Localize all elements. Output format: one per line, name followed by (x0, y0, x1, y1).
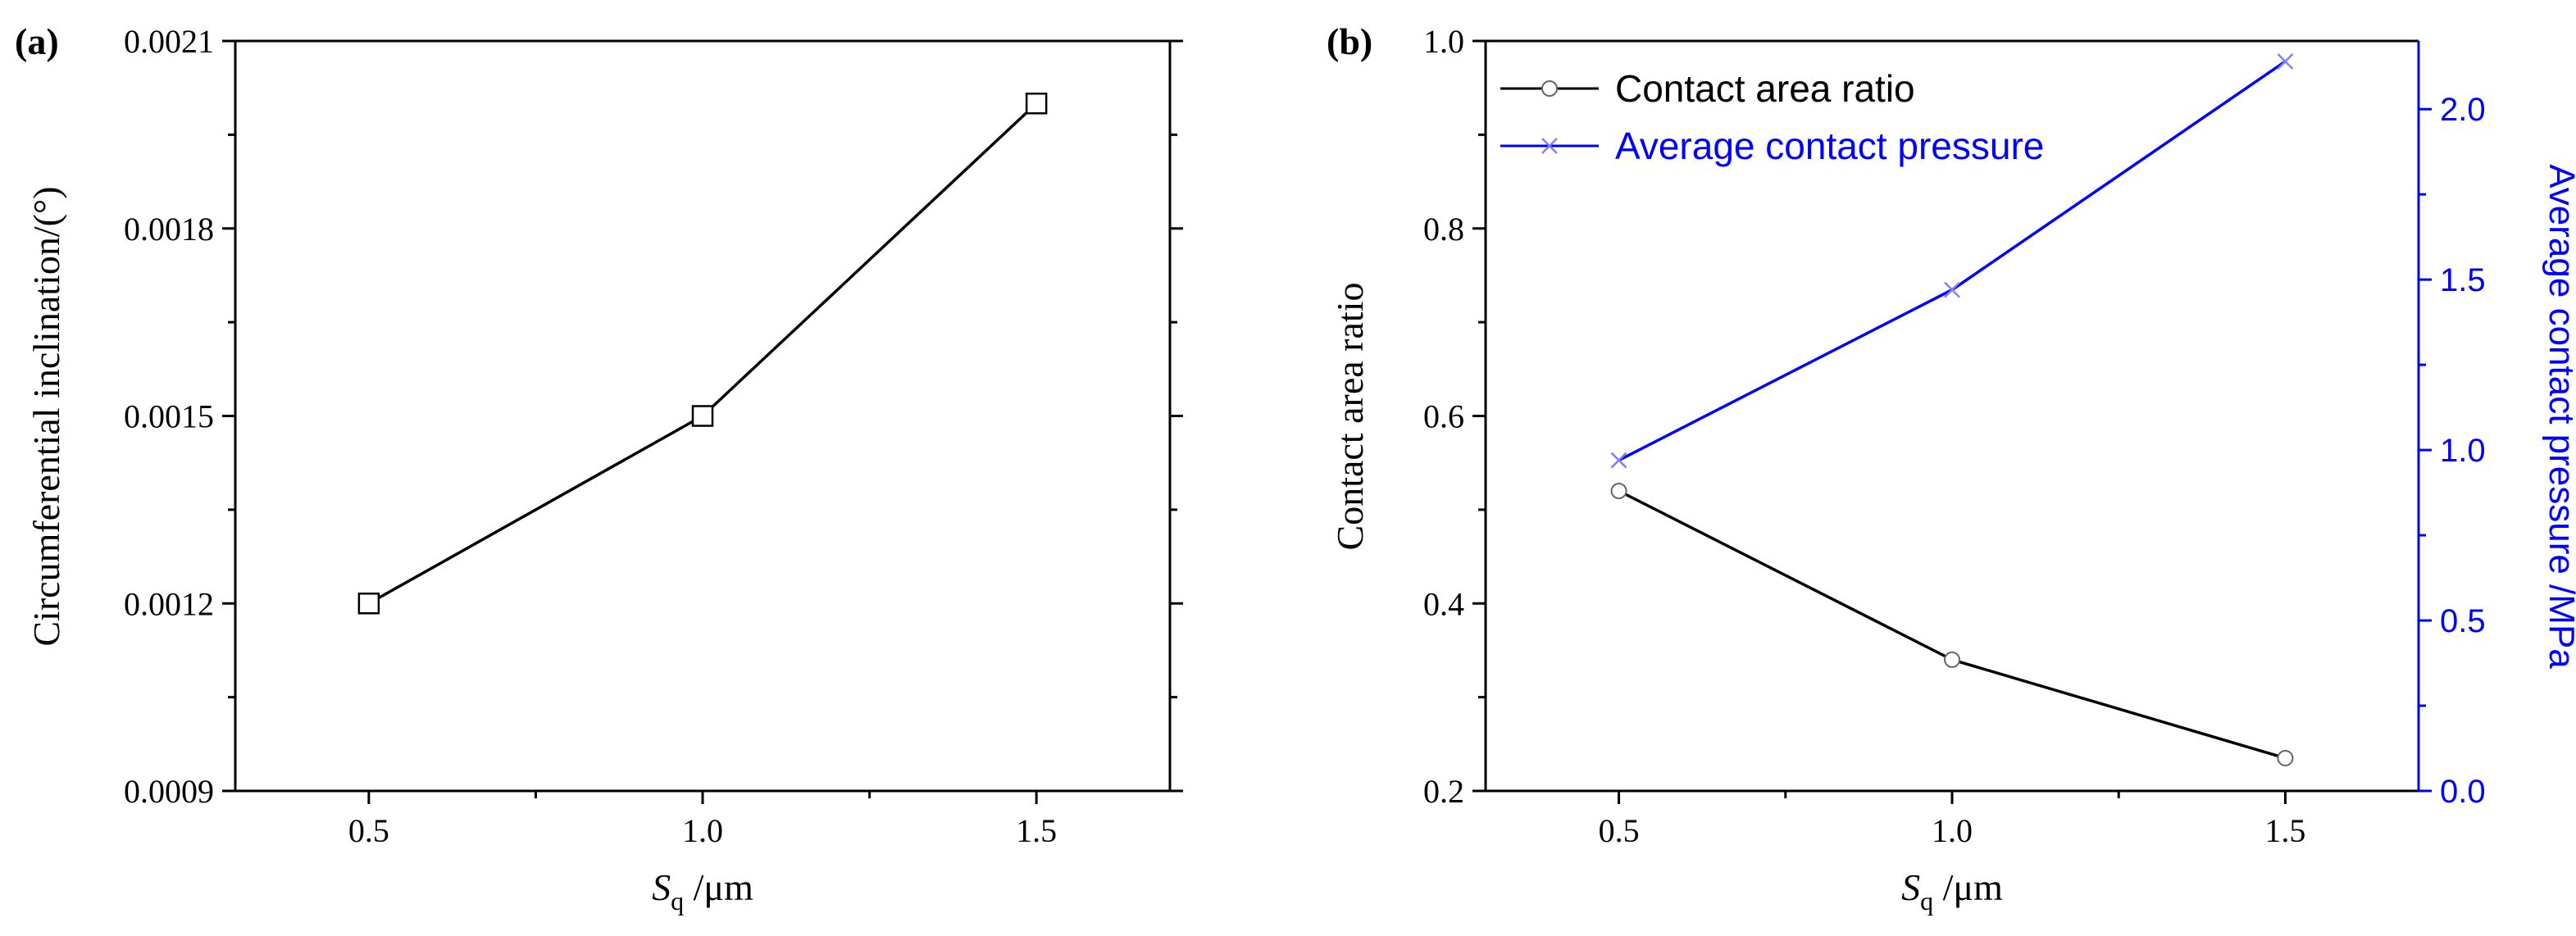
chart-panel-a: (a) 0.5 1.0 1.5 0.00090.00120.00150.00180.… (15, 20, 1183, 916)
legend-marker-contact-area (1541, 80, 1558, 97)
y-tick-label: 0.0021 (124, 23, 214, 60)
y-tick-label: 1.0 (1423, 23, 1464, 60)
x-axis-title-sub-b: q (1920, 886, 1933, 916)
y-tick-label: 0.0018 (124, 211, 214, 248)
y-right-tick-label: 0.5 (2440, 603, 2486, 639)
y-tick-label: 0.2 (1423, 773, 1464, 810)
chart-panel-b: (b) 0.5 1.0 1.5 0.2 0.4 0.6 0.8 1.0 0.0 0.5 1.0 1… (1327, 20, 2576, 916)
x-axis-title-b: Sq /μm (1901, 866, 2003, 916)
x-tick-label: 0.5 (1599, 812, 1640, 849)
data-point-marker (1025, 93, 1048, 115)
y-tick-label: 0.0015 (124, 398, 214, 435)
data-point-marker (2277, 53, 2294, 70)
x-axis-title-a: Sq /μm (652, 866, 753, 916)
y-axis-title-b: Contact area ratio (1329, 283, 1371, 551)
y-tick-label: 0.0009 (124, 773, 214, 810)
x-axis-b: 0.5 1.0 1.5 (1599, 791, 2305, 849)
legend-marker-avg-pressure (1541, 138, 1558, 154)
x-axis-title-unit-a: /μm (684, 866, 753, 908)
y-tick-label: 0.6 (1423, 398, 1464, 435)
y-right-tick-label: 2.0 (2440, 92, 2486, 128)
y-tick-label: 0.0012 (124, 585, 214, 622)
data-point-marker (1944, 281, 1960, 298)
y-axis-a: 0.0009 0.0012 0.0015 0.0018 0.0021 (124, 23, 1183, 810)
x-axis-title-sub-a: q (671, 886, 684, 916)
legend-b: Contact area ratio Average contact press… (1500, 67, 2044, 167)
y-right-tick-label: 1.0 (2440, 433, 2486, 469)
data-point-marker (1610, 483, 1627, 499)
x-axis-title-unit-b: /μm (1933, 866, 2003, 908)
y-right-tick-label: 0.0 (2440, 774, 2486, 810)
data-point-marker (1610, 452, 1627, 469)
x-axis-title-main-b: S (1901, 866, 1920, 908)
x-tick-label: 0.5 (348, 812, 389, 849)
y-tick-label: 0.8 (1423, 211, 1464, 248)
data-point-marker (1944, 651, 1960, 668)
x-tick-label: 1.5 (1016, 812, 1057, 849)
legend-label-avg-pressure: Average contact pressure (1615, 125, 2044, 167)
y-tick-label: 0.4 (1423, 585, 1464, 622)
x-axis-title-main-a: S (652, 866, 671, 908)
data-point-marker (691, 405, 714, 427)
legend-label-contact-area: Contact area ratio (1615, 67, 1915, 110)
series-area-b (1610, 53, 2294, 766)
x-tick-label: 1.5 (2264, 812, 2305, 849)
panel-label-b: (b) (1327, 20, 1372, 62)
y-axis-right-b: 0.0 0.5 1.0 1.5 2.0 (2419, 92, 2486, 810)
x-tick-label: 1.0 (1932, 812, 1973, 849)
y-right-tick-label: 1.5 (2440, 262, 2486, 298)
y-axis-title-right-b: Average contact pressure /MPa (2542, 164, 2576, 669)
y-axis-left-b: 0.2 0.4 0.6 0.8 1.0 (1423, 23, 1486, 810)
data-point-marker (2277, 749, 2294, 766)
x-tick-label: 1.0 (682, 812, 723, 849)
series-area-a (357, 93, 1048, 615)
panel-label-a: (a) (15, 20, 59, 62)
y-axis-title-a: Circumferential inclination/(°) (25, 186, 67, 646)
data-point-marker (357, 593, 380, 615)
x-axis-a: 0.5 1.0 1.5 (348, 791, 1057, 849)
